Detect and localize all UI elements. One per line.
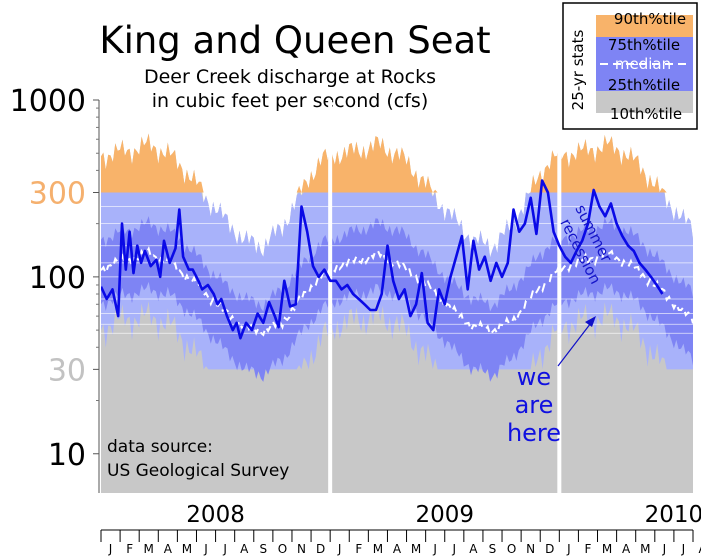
y-tick-label-300: 300 [29, 176, 86, 211]
month-label: J [222, 542, 227, 556]
month-label: A [240, 542, 249, 556]
legend-swatch-90 [596, 15, 693, 37]
month-label: J [566, 542, 571, 556]
month-label: N [297, 542, 306, 556]
legend-entry-25: 25th%tile [608, 76, 680, 94]
observed-discharge-line [101, 179, 664, 340]
month-label: F [585, 542, 592, 556]
month-label: A [393, 542, 402, 556]
month-label: J [452, 542, 457, 556]
month-label: F [126, 542, 133, 556]
data-source-line-2: US Geological Survey [107, 461, 289, 481]
data-source-annotation: data source: US Geological Survey [107, 437, 289, 481]
year-gap [557, 100, 562, 493]
month-label: M [602, 542, 612, 556]
month-label: M [182, 542, 192, 556]
month-label: N [526, 542, 535, 556]
legend-rotated-label: 25-yr stats [569, 30, 587, 111]
month-label: A [622, 542, 631, 556]
month-label: A [164, 542, 173, 556]
legend-entry-75: 75th%tile [608, 36, 680, 54]
annot-arrow-shaft [557, 318, 595, 367]
month-label: M [144, 542, 154, 556]
month-label: J [203, 542, 208, 556]
legend-entry-median: median [615, 55, 671, 73]
plot-area [101, 100, 694, 493]
month-label: J [681, 542, 686, 556]
we-are-here-annotation: we are here [507, 316, 596, 447]
legend: 25-yr stats 90th%tile 75th%tile median 2… [562, 2, 698, 130]
year-label-2008: 2008 [186, 502, 245, 528]
band-p25-p75 [101, 216, 693, 382]
month-label: S [489, 542, 497, 556]
legend-entry-90: 90th%tile [614, 10, 686, 28]
month-label: O [507, 542, 516, 556]
month-label: S [260, 542, 268, 556]
month-label: M [640, 542, 650, 556]
annot-are: are [515, 391, 554, 419]
chart-title: King and Queen Seat [99, 19, 490, 62]
subtitle-line-2: in cubic feet per second (cfs) [152, 90, 429, 112]
y-tick-label-100: 100 [29, 261, 86, 296]
year-gap [328, 100, 333, 493]
annot-here: here [507, 419, 561, 447]
month-label: D [316, 542, 325, 556]
month-label: D [545, 542, 554, 556]
month-label: J [432, 542, 437, 556]
y-axis: 1000 300 100 30 10 [10, 84, 100, 493]
y-tick-label-1000: 1000 [10, 84, 86, 119]
month-label: M [411, 542, 421, 556]
legend-swatch-10 [596, 91, 693, 113]
month-label: J [337, 542, 342, 556]
month-label: F [355, 542, 362, 556]
month-label: O [278, 542, 287, 556]
y-tick-label-10: 10 [48, 438, 86, 473]
month-label: A [469, 542, 478, 556]
band-p90-orange [101, 133, 693, 193]
month-label: A [698, 542, 701, 556]
annot-we: we [517, 363, 551, 391]
annot-arrow-head [585, 316, 596, 327]
month-label: J [662, 542, 667, 556]
month-label: J [108, 542, 113, 556]
data-source-line-1: data source: [107, 437, 213, 457]
year-label-2010: 2010 [645, 502, 701, 528]
y-tick-label-30: 30 [48, 353, 86, 388]
year-label-2009: 2009 [415, 502, 474, 528]
subtitle-line-1: Deer Creek discharge at Rocks [144, 66, 436, 88]
legend-entry-10: 10th%tile [610, 105, 682, 123]
month-label: M [373, 542, 383, 556]
